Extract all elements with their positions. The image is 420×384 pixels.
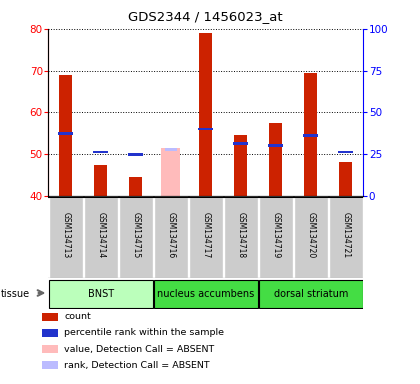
Bar [199, 127, 213, 131]
Bar [234, 142, 248, 145]
Bar [224, 197, 257, 278]
Bar [154, 197, 188, 278]
Bar [259, 280, 362, 308]
Text: nucleus accumbens: nucleus accumbens [157, 289, 255, 299]
Bar [84, 197, 118, 278]
Bar [304, 73, 318, 196]
Text: GSM134713: GSM134713 [61, 212, 70, 258]
Text: GSM134716: GSM134716 [166, 212, 175, 258]
Bar [199, 33, 213, 196]
Bar [129, 177, 142, 196]
Bar [58, 132, 73, 135]
Bar [329, 197, 362, 278]
Bar [154, 280, 257, 308]
Bar [339, 151, 353, 154]
Text: GSM134717: GSM134717 [201, 212, 210, 258]
Bar [162, 148, 180, 196]
Text: GSM134718: GSM134718 [236, 212, 245, 258]
Text: BNST: BNST [88, 289, 114, 299]
Bar [59, 75, 73, 196]
Bar [119, 197, 152, 278]
Text: rank, Detection Call = ABSENT: rank, Detection Call = ABSENT [64, 361, 210, 370]
Bar [94, 164, 108, 196]
Text: GSM134719: GSM134719 [271, 212, 280, 258]
Bar [165, 149, 177, 151]
Bar [268, 144, 283, 147]
Bar [269, 123, 283, 196]
Bar [234, 135, 247, 196]
Text: value, Detection Call = ABSENT: value, Detection Call = ABSENT [64, 344, 215, 354]
Text: dorsal striatum: dorsal striatum [273, 289, 348, 299]
Text: count: count [64, 312, 91, 321]
Text: GSM134721: GSM134721 [341, 212, 350, 258]
Text: GSM134714: GSM134714 [96, 212, 105, 258]
Text: GDS2344 / 1456023_at: GDS2344 / 1456023_at [129, 10, 283, 23]
Bar [339, 162, 352, 196]
Text: tissue: tissue [1, 289, 30, 299]
Bar [129, 152, 143, 156]
Text: GSM134720: GSM134720 [306, 212, 315, 258]
Bar [259, 197, 293, 278]
Text: GSM134715: GSM134715 [131, 212, 140, 258]
Bar [189, 197, 223, 278]
Bar [49, 280, 152, 308]
Bar [94, 151, 108, 154]
Bar [304, 134, 318, 137]
Bar [294, 197, 328, 278]
Text: percentile rank within the sample: percentile rank within the sample [64, 328, 224, 338]
Bar [49, 197, 83, 278]
